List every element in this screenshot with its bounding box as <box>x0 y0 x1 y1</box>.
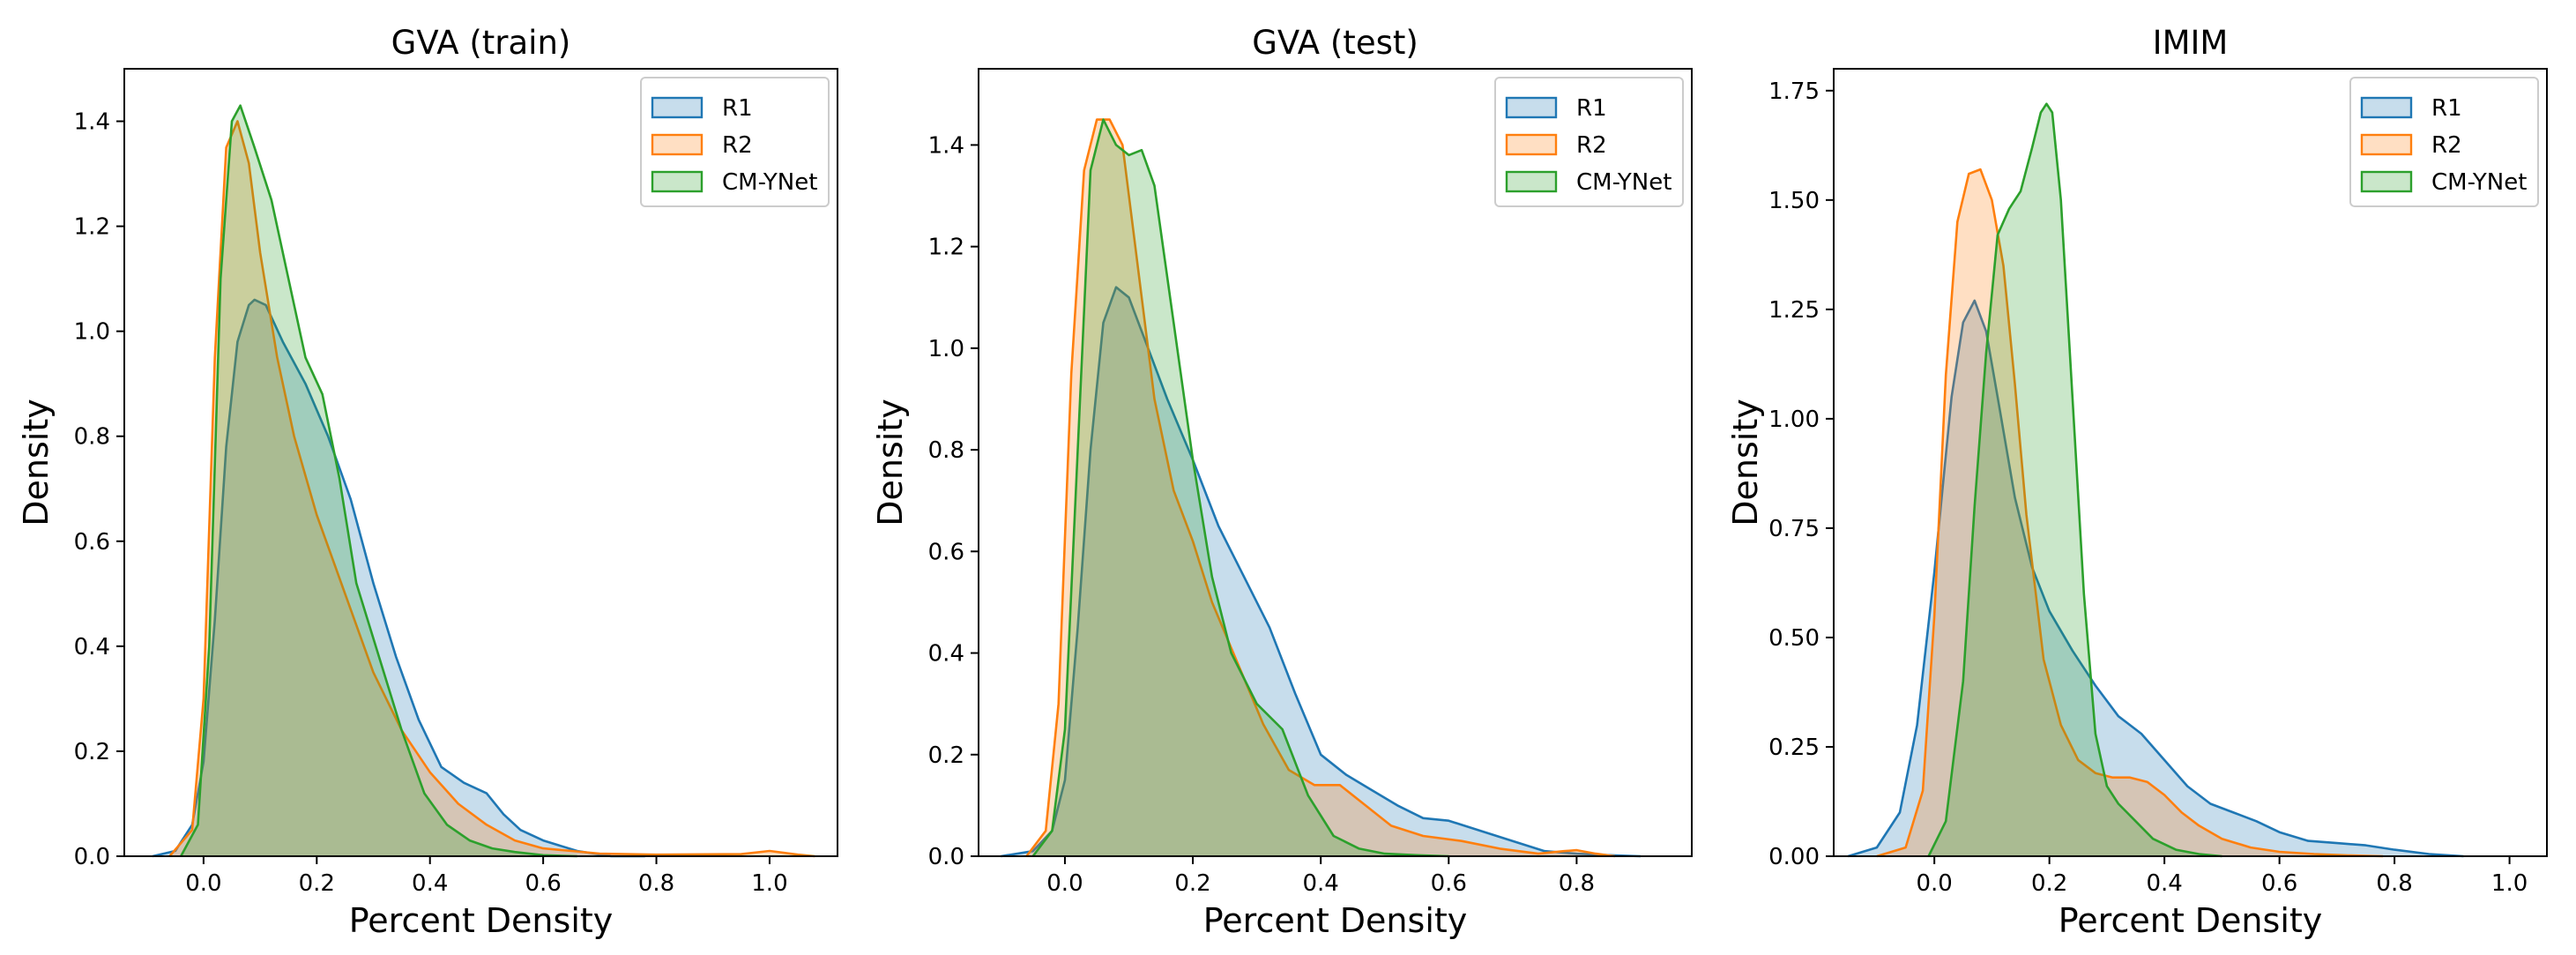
x-tick-label: 0.0 <box>1046 870 1083 897</box>
series-area-r2 <box>169 121 815 856</box>
x-tick-label: 0.6 <box>525 870 561 897</box>
x-tick-label: 0.4 <box>412 870 448 897</box>
chart-panel-1: 0.0 0.2 0.4 0.6 0.8 1.0 0.0 0.2 0.4 0.6 0.8 1.0 1.2 1… <box>17 24 838 940</box>
x-tick-label: 0.2 <box>1174 870 1210 897</box>
legend-label: CM-YNet <box>1576 169 1671 196</box>
series-area-cm-ynet <box>1928 103 2222 856</box>
y-tick-label: 1.4 <box>74 109 110 136</box>
y-tick-label: 0.00 <box>1768 844 1820 870</box>
series-line-r1 <box>152 298 645 858</box>
y-tick-label: 0.25 <box>1768 735 1820 761</box>
y-tick-label: 0.8 <box>74 424 110 451</box>
series-area-r1 <box>153 299 645 856</box>
y-tick-label: 1.4 <box>928 132 964 159</box>
series-line-cm-ynet <box>1927 102 2222 858</box>
y-tick-label: 0.2 <box>74 739 110 765</box>
legend-label: CM-YNet <box>2431 169 2527 196</box>
x-tick-label: 0.2 <box>299 870 335 897</box>
series-area-r2 <box>1026 119 1615 857</box>
y-tick-label: 0.2 <box>928 742 964 769</box>
series-line-r2 <box>168 120 815 858</box>
x-tick-label: 0.4 <box>2146 870 2182 897</box>
chart-panel-3: 0.0 0.2 0.4 0.6 0.8 1.0 0.00 0.25 0.50 0.75 1.00 1.… <box>1726 24 2548 940</box>
y-tick-label: 1.0 <box>928 336 964 362</box>
y-tick-label: 0.6 <box>928 539 964 565</box>
legend-label: R2 <box>722 132 753 159</box>
legend-swatch <box>2360 133 2413 156</box>
legend-swatch <box>2360 170 2413 193</box>
x-tick-label: 1.0 <box>2491 870 2528 897</box>
legend: R1 R2 CM-YNet <box>640 77 830 207</box>
legend-swatch <box>1505 133 1558 156</box>
legend-swatch <box>651 96 704 119</box>
chart-title: IMIM <box>2153 24 2229 62</box>
legend-label: R1 <box>722 95 753 122</box>
y-tick-label: 0.0 <box>928 844 964 870</box>
y-axis-label: Density <box>17 399 56 526</box>
x-tick-label: 0.8 <box>2376 870 2412 897</box>
x-tick-label: 0.6 <box>1431 870 1467 897</box>
y-tick-label: 1.25 <box>1768 297 1820 324</box>
legend: R1 R2 CM-YNet <box>2349 77 2539 207</box>
axes-frame <box>123 68 838 857</box>
y-tick-label: 1.00 <box>1768 407 1820 433</box>
legend-label: R1 <box>2431 95 2462 122</box>
series-line-cm-ynet <box>1031 118 1449 858</box>
legend-box <box>2349 77 2539 207</box>
legend-box <box>640 77 830 207</box>
y-axis-label: Density <box>871 399 910 526</box>
x-tick-label: 0.0 <box>185 870 221 897</box>
x-tick-label: 1.0 <box>751 870 787 897</box>
y-tick-label: 1.50 <box>1768 188 1820 214</box>
x-tick-label: 0.2 <box>2031 870 2067 897</box>
legend-swatch <box>651 170 704 193</box>
chart-title: GVA (test) <box>1252 24 1418 62</box>
y-tick-label: 1.75 <box>1768 78 1820 105</box>
y-tick-label: 1.2 <box>928 235 964 261</box>
y-tick-label: 0.75 <box>1768 516 1820 542</box>
y-tick-label: 0.50 <box>1768 625 1820 652</box>
series-area-cm-ynet <box>1032 119 1449 857</box>
y-axis-label: Density <box>1726 399 1765 526</box>
y-tick-label: 1.2 <box>74 214 110 241</box>
x-axis-label: Percent Density <box>349 901 614 940</box>
chart-panel-2: 0.0 0.2 0.4 0.6 0.8 0.0 0.2 0.4 0.6 0.8 1.0 1.2 1.4 G… <box>871 24 1693 940</box>
y-tick-label: 0.6 <box>74 529 110 556</box>
series-line-cm-ynet <box>180 104 577 858</box>
legend-swatch <box>1505 96 1558 119</box>
series-area-cm-ynet <box>181 105 577 856</box>
y-tick-label: 0.8 <box>928 437 964 464</box>
legend: R1 R2 CM-YNet <box>1494 77 1684 207</box>
chart-title: GVA (train) <box>391 24 571 62</box>
y-tick-label: 1.0 <box>74 319 110 346</box>
x-tick-label: 0.8 <box>638 870 674 897</box>
y-tick-label: 0.0 <box>74 844 110 870</box>
y-tick-label: 0.4 <box>928 641 964 668</box>
x-tick-label: 0.6 <box>2261 870 2297 897</box>
series-line-r2 <box>1876 168 2384 858</box>
legend-label: R2 <box>2431 132 2462 159</box>
x-axis-label: Percent Density <box>2059 901 2323 940</box>
series-line-r1 <box>1847 299 2464 858</box>
legend-label: R2 <box>1576 132 1607 159</box>
series-area-r2 <box>1876 169 2384 857</box>
legend-swatch <box>1505 170 1558 193</box>
legend-label: R1 <box>1576 95 1607 122</box>
legend-label: CM-YNet <box>722 169 817 196</box>
legend-swatch <box>651 133 704 156</box>
x-axis-label: Percent Density <box>1203 901 1468 940</box>
series-area-r1 <box>1848 300 2464 856</box>
legend-box <box>1494 77 1684 207</box>
x-tick-label: 0.4 <box>1302 870 1338 897</box>
axes-frame <box>1833 68 2548 857</box>
series-line-r1 <box>1001 286 1642 858</box>
y-tick-label: 0.4 <box>74 634 110 660</box>
axes-frame <box>978 68 1693 857</box>
x-tick-label: 0.0 <box>1916 870 1952 897</box>
x-tick-label: 0.8 <box>1559 870 1595 897</box>
legend-swatch <box>2360 96 2413 119</box>
